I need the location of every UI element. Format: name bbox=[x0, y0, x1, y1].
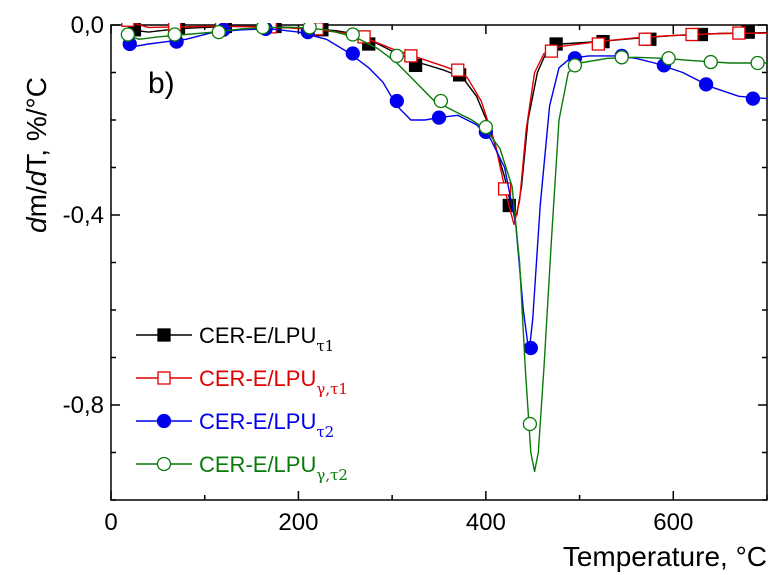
legend-marker bbox=[157, 328, 171, 342]
series-marker bbox=[685, 27, 699, 42]
legend-subscript: γ,τ1 bbox=[316, 380, 348, 398]
series-marker bbox=[567, 58, 583, 73]
x-tick-label: 400 bbox=[466, 509, 506, 536]
legend-subscript: τ1 bbox=[316, 337, 334, 355]
series-marker bbox=[431, 110, 447, 125]
legend-label: CER-E/LPUτ2 bbox=[199, 409, 334, 441]
series-line bbox=[124, 28, 767, 354]
y-tick-label: -0,4 bbox=[63, 202, 104, 229]
legend-name: CER-E/LPU bbox=[199, 323, 316, 348]
x-axis-title: Temperature, °C bbox=[563, 541, 767, 572]
legend-marker bbox=[157, 371, 171, 385]
panel-label: b) bbox=[148, 67, 175, 100]
series-marker bbox=[750, 55, 765, 71]
legend-item: CER-E/LPUτ2 bbox=[136, 409, 334, 441]
x-axis-ticks: 0 200 400 600 bbox=[104, 25, 768, 536]
series-line bbox=[131, 23, 767, 226]
series-1 bbox=[127, 23, 767, 216]
series-marker bbox=[211, 24, 226, 40]
series-marker bbox=[661, 51, 676, 66]
series-3 bbox=[122, 23, 767, 356]
y-tick-label: -0,8 bbox=[63, 392, 104, 419]
y-title-d: d bbox=[21, 216, 52, 233]
y-axis-title: dm/dT, %/°C bbox=[21, 77, 52, 233]
series-marker bbox=[745, 91, 761, 106]
y-title-m: m/ bbox=[21, 186, 52, 217]
legend-name: CER-E/LPU bbox=[199, 452, 316, 477]
series-marker bbox=[389, 93, 404, 109]
legend: CER-E/LPUτ1CER-E/LPUγ,τ1CER-E/LPUτ2CER-E… bbox=[136, 323, 348, 484]
series-marker bbox=[732, 26, 746, 40]
legend-subscript: τ2 bbox=[316, 423, 334, 441]
series-marker bbox=[614, 50, 629, 65]
y-title-rest: , %/°C bbox=[21, 77, 52, 157]
series-marker bbox=[404, 49, 418, 63]
series-marker bbox=[638, 32, 652, 46]
legend-name: CER-E/LPU bbox=[199, 366, 316, 391]
legend-label: CER-E/LPUτ1 bbox=[199, 323, 334, 355]
y-axis-ticks: 0,0 -0,4 -0,8 bbox=[63, 12, 767, 501]
legend-label: CER-E/LPUγ,τ1 bbox=[199, 366, 348, 398]
y-tick-label: 0,0 bbox=[71, 12, 104, 39]
legend-subscript: γ,τ2 bbox=[316, 466, 348, 484]
series-marker bbox=[698, 77, 714, 92]
legend-name: CER-E/LPU bbox=[199, 409, 316, 434]
y-title-T: T bbox=[21, 154, 52, 171]
series-marker bbox=[121, 23, 135, 27]
y-title-d2: d bbox=[21, 169, 52, 186]
legend-marker bbox=[156, 456, 172, 472]
series-group bbox=[120, 23, 767, 473]
series-4 bbox=[120, 23, 767, 473]
series-marker bbox=[345, 27, 360, 42]
x-tick-label: 0 bbox=[104, 509, 117, 536]
series-marker bbox=[433, 93, 449, 109]
series-marker bbox=[478, 119, 494, 135]
series-marker bbox=[451, 63, 465, 77]
legend-marker bbox=[156, 413, 172, 429]
series-marker bbox=[255, 23, 270, 35]
legend-label: CER-E/LPUγ,τ2 bbox=[199, 452, 348, 484]
series-marker bbox=[345, 46, 360, 61]
series-marker bbox=[523, 340, 538, 356]
legend-item: CER-E/LPUγ,τ1 bbox=[136, 366, 348, 398]
series-marker bbox=[389, 48, 404, 64]
series-marker bbox=[167, 27, 182, 42]
series-marker bbox=[302, 23, 317, 35]
legend-item: CER-E/LPUτ1 bbox=[136, 323, 334, 355]
series-marker bbox=[522, 416, 538, 432]
series-marker bbox=[120, 27, 136, 42]
series-line bbox=[124, 26, 767, 473]
x-tick-label: 200 bbox=[278, 509, 318, 536]
series-marker bbox=[703, 54, 718, 70]
legend-item: CER-E/LPUγ,τ2 bbox=[136, 452, 348, 484]
series-marker bbox=[591, 37, 605, 51]
x-tick-label: 600 bbox=[653, 509, 693, 536]
series-marker bbox=[544, 44, 559, 58]
